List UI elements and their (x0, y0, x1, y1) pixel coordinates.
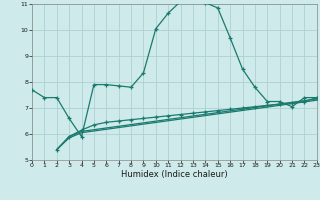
X-axis label: Humidex (Indice chaleur): Humidex (Indice chaleur) (121, 170, 228, 179)
